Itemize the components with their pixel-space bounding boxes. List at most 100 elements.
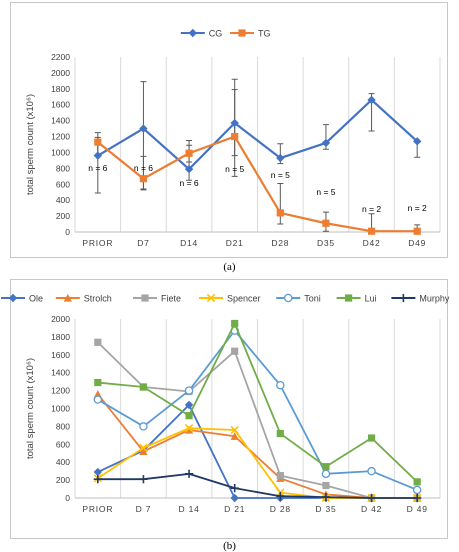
chart-frame-b: [10, 279, 448, 539]
data-point-strolch: [184, 425, 194, 434]
data-point-tg: [413, 227, 421, 235]
sample-size-annotation: n = 5: [225, 164, 244, 174]
chart-b-svg: 0 200 400 600 800 1000 1200 1400 1600 1800 2000 PRI…: [1, 293, 450, 514]
y-tick-label: 1000: [51, 147, 70, 157]
data-point-toni: [139, 422, 148, 431]
data-point-murphy: [321, 493, 331, 502]
data-point-toni: [321, 469, 331, 479]
sample-size-annotation: n = 5: [271, 170, 290, 180]
data-point-tg: [276, 209, 284, 217]
data-point-cg: [93, 151, 103, 160]
sample-size-annotation: n = 5: [316, 187, 335, 197]
legend-label: Murphy: [419, 294, 450, 304]
sample-size-annotation: n = 2: [362, 204, 381, 214]
data-point-ole: [93, 467, 103, 477]
data-point-ole: [230, 493, 239, 503]
data-point-cg: [321, 138, 331, 148]
y-tick-label: 1600: [51, 100, 70, 110]
data-point-fiete: [94, 338, 102, 346]
data-point-fiete: [276, 472, 284, 480]
series-line-murphy: [97, 472, 418, 499]
data-point-toni: [276, 380, 285, 390]
panel-label-b: (b): [223, 540, 236, 552]
x-tick-label: D 42: [361, 504, 382, 514]
chart-frame-a: [10, 2, 448, 258]
data-point-cg: [139, 124, 148, 133]
data-point-lui: [231, 319, 239, 328]
data-point-spencer: [139, 443, 148, 453]
y-tick-label: 800: [56, 163, 70, 173]
y-tick-label: 400: [56, 195, 70, 205]
x-tick-label: D21: [226, 238, 244, 248]
data-point-toni: [412, 485, 422, 495]
data-point-murphy: [276, 492, 285, 501]
series-line-cg: [97, 98, 418, 171]
y-tick-label: 2000: [51, 314, 70, 324]
panel-label-a: (a): [223, 261, 236, 273]
data-point-toni: [184, 386, 194, 395]
x-tick-label: PRIOR: [82, 504, 113, 514]
x-tick-label: D35: [317, 238, 335, 248]
data-point-lui: [94, 378, 102, 387]
error-bar: [277, 182, 284, 225]
x-tick-label: D28: [271, 238, 289, 248]
x-tick-label: D 49: [407, 504, 428, 514]
sample-size-annotation: n = 6: [179, 178, 198, 188]
sample-size-annotation: n = 6: [134, 163, 153, 173]
data-point-tg: [94, 138, 102, 146]
data-point-tg: [367, 227, 376, 235]
legend-marker-spencer: [206, 293, 216, 303]
sample-size-annotation: n = 6: [88, 163, 107, 173]
series-line-tg: [97, 135, 418, 233]
legend-marker-ole: [8, 293, 18, 303]
data-point-tg: [139, 175, 148, 183]
data-point-lui: [139, 383, 148, 391]
legend-label: Fiete: [161, 294, 181, 304]
series-line-lui: [97, 322, 418, 483]
y-tick-label: 2200: [51, 52, 70, 62]
data-point-cg: [230, 118, 239, 128]
data-point-lui: [322, 463, 330, 471]
x-tick-label: D 7: [136, 504, 152, 514]
legend-marker-fiete: [141, 294, 149, 302]
legend-label: Spencer: [227, 294, 261, 304]
legend-marker-toni: [283, 293, 293, 303]
x-tick-label: D 35: [315, 504, 336, 514]
data-point-lui: [185, 412, 193, 420]
legend-label: Strolch: [84, 294, 112, 304]
legend-marker-cg: [188, 28, 197, 38]
x-tick-label: D42: [363, 238, 381, 248]
legend-label: Toni: [304, 294, 321, 304]
x-tick-label: D14: [180, 238, 198, 248]
data-point-toni: [367, 466, 376, 476]
data-point-murphy: [93, 475, 102, 484]
y-tick-label: 1200: [51, 386, 70, 396]
data-point-murphy: [413, 493, 422, 503]
y-tick-label: 1200: [51, 132, 70, 142]
y-tick-label: 200: [56, 211, 70, 221]
x-tick-label: D 21: [224, 504, 245, 514]
data-point-tg: [185, 149, 193, 157]
data-point-spencer: [230, 425, 239, 435]
y-tick-label: 400: [56, 457, 70, 467]
legend-marker-lui: [345, 294, 353, 302]
legend-marker-murphy: [399, 293, 408, 303]
data-point-cg: [276, 153, 285, 163]
data-point-toni: [93, 395, 103, 404]
y-tick-label: 200: [56, 475, 70, 485]
data-point-strolch: [139, 447, 148, 456]
x-tick-label: PRIOR: [82, 238, 113, 248]
x-tick-label: D 14: [178, 504, 199, 514]
x-tick-label: D49: [408, 238, 426, 248]
y-tick-label: 600: [56, 439, 70, 449]
y-tick-label: 0: [65, 493, 70, 503]
data-point-fiete: [231, 347, 239, 355]
data-point-murphy: [139, 475, 148, 484]
x-tick-label: D 28: [270, 504, 291, 514]
y-axis-label: total sperm count (x10⁶): [25, 94, 36, 195]
data-point-spencer: [184, 424, 194, 433]
data-point-cg: [367, 95, 376, 105]
series-line-fiete: [97, 341, 418, 499]
chart-panel-a: 0 200 400 600 800 1000 1200 1400 1600 1800 2000 220…: [0, 0, 459, 275]
y-tick-label: 0: [65, 227, 70, 237]
